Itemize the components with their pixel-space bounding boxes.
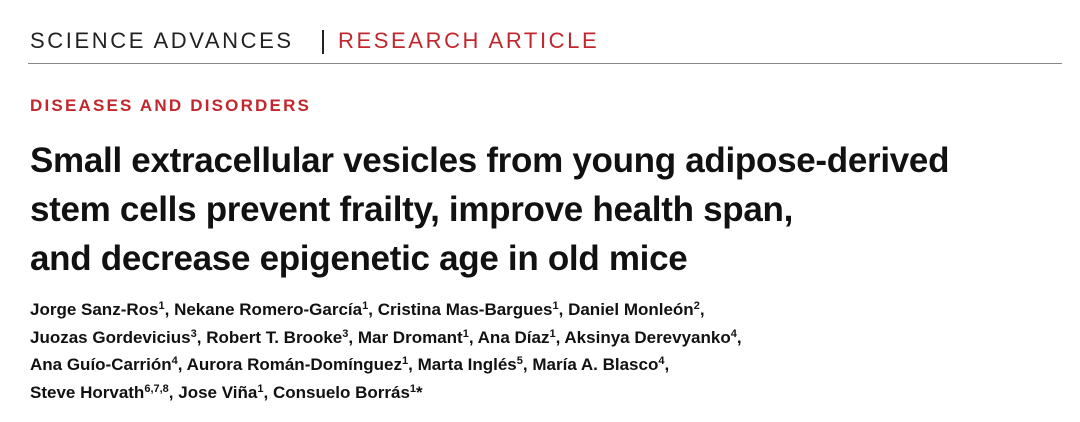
subject-category: DISEASES AND DISORDERS bbox=[30, 96, 312, 115]
header-separator bbox=[322, 30, 324, 54]
author-line: Ana Guío-Carrión4, Aurora Román-Domíngue… bbox=[30, 351, 742, 379]
author-separator: , bbox=[196, 327, 202, 347]
affiliation: 4 bbox=[171, 355, 178, 367]
author-separator: , bbox=[368, 300, 373, 319]
affiliation: 3 bbox=[190, 327, 197, 340]
affiliation: 2 bbox=[693, 300, 700, 312]
affiliation: 1 bbox=[549, 327, 556, 340]
affiliation: 4 bbox=[658, 355, 665, 367]
author-name: Jose Viña bbox=[178, 382, 258, 402]
affiliation: 4 bbox=[730, 327, 737, 340]
author-name: Robert T. Brooke bbox=[206, 327, 343, 347]
author-separator: , bbox=[558, 300, 564, 319]
affiliation: 1 bbox=[401, 355, 409, 367]
author-separator: , bbox=[555, 327, 561, 347]
author-name: Nekane Romero-García bbox=[174, 300, 363, 319]
affiliation: 1 bbox=[552, 300, 559, 312]
author-name: Daniel Monleón bbox=[568, 300, 694, 319]
affiliation: 1 bbox=[362, 300, 369, 312]
author-line: Juozas Gordevicius3, Robert T. Brooke3, … bbox=[30, 324, 742, 352]
author-name: Aurora Román-Domínguez bbox=[186, 355, 402, 374]
author-separator: , bbox=[736, 327, 742, 347]
author-name: Marta Inglés bbox=[417, 355, 517, 374]
title-line: and decrease epigenetic age in old mice bbox=[30, 239, 688, 278]
affiliation: 6,7,8 bbox=[144, 382, 169, 395]
affiliation: 5 bbox=[516, 355, 523, 367]
author-name: Consuelo Borrás bbox=[272, 382, 410, 402]
author-list: Jorge Sanz-Ros1, Nekane Romero-García1, … bbox=[30, 296, 742, 406]
affiliation: 1 bbox=[158, 300, 165, 312]
author-name: Steve Horvath bbox=[30, 382, 145, 402]
article-type: RESEARCH ARTICLE bbox=[338, 28, 600, 53]
title-line: Small extracellular vesicles from young … bbox=[30, 141, 950, 180]
affiliation: 3 bbox=[342, 327, 349, 340]
author-separator: , bbox=[468, 327, 474, 347]
author-separator: , bbox=[408, 355, 413, 374]
affiliation: 1 bbox=[257, 382, 264, 395]
author-separator: , bbox=[522, 355, 528, 374]
author-separator: , bbox=[177, 355, 183, 374]
author-line: Steve Horvath6,7,8, Jose Viña1, Consuelo… bbox=[30, 379, 742, 407]
author-separator: , bbox=[168, 382, 174, 402]
author-name: Mar Dromant bbox=[357, 327, 463, 347]
author-line: Jorge Sanz-Ros1, Nekane Romero-García1, … bbox=[30, 296, 742, 324]
author-separator: , bbox=[348, 327, 354, 347]
author-separator: , bbox=[699, 300, 705, 319]
affiliation: 1 bbox=[462, 327, 469, 340]
author-name: Ana Díaz bbox=[477, 327, 550, 347]
author-separator: * bbox=[416, 382, 423, 402]
journal-name: SCIENCE ADVANCES bbox=[30, 28, 294, 53]
author-name: María A. Blasco bbox=[532, 355, 659, 374]
author-name: Aksinya Derevyanko bbox=[564, 327, 731, 347]
author-separator: , bbox=[263, 382, 269, 402]
header-rule bbox=[28, 63, 1062, 64]
author-name: Cristina Mas-Bargues bbox=[377, 300, 553, 319]
article-title: Small extracellular vesicles from young … bbox=[30, 136, 949, 283]
author-name: Jorge Sanz-Ros bbox=[30, 300, 159, 319]
author-name: Ana Guío-Carrión bbox=[30, 355, 172, 374]
affiliation: 1 bbox=[409, 382, 417, 395]
author-separator: , bbox=[164, 300, 170, 319]
author-name: Juozas Gordevicius bbox=[30, 327, 191, 347]
title-line: stem cells prevent frailty, improve heal… bbox=[30, 190, 794, 229]
author-separator: , bbox=[664, 355, 670, 374]
